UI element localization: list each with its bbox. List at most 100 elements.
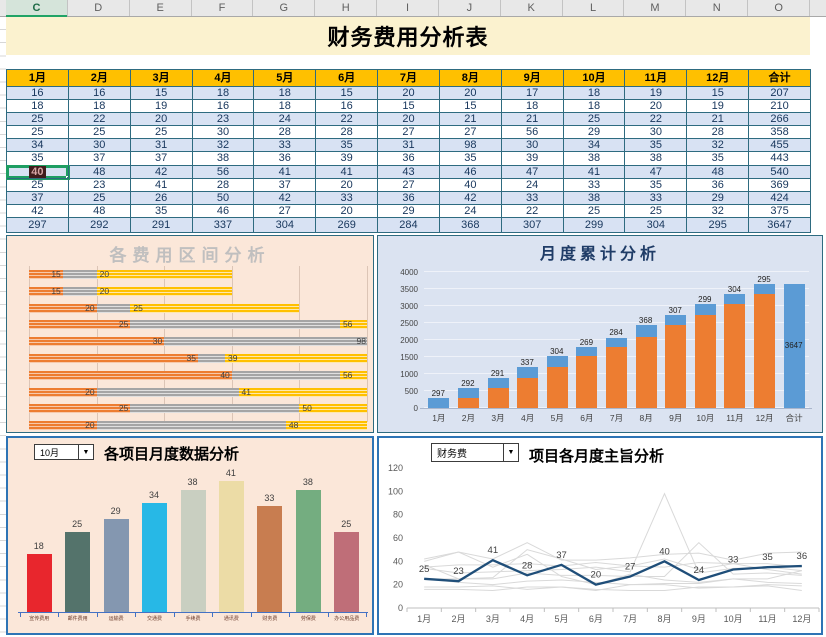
- value-segment[interactable]: [665, 314, 687, 325]
- table-cell[interactable]: 34: [563, 139, 626, 153]
- grand-total-bar[interactable]: [783, 284, 805, 408]
- table-cell[interactable]: 33: [563, 178, 626, 192]
- total-cell[interactable]: 304: [625, 217, 688, 233]
- category-bar[interactable]: [26, 554, 52, 612]
- min-segment[interactable]: [29, 286, 63, 296]
- table-cell[interactable]: 18: [68, 100, 131, 114]
- value-segment[interactable]: [546, 356, 568, 367]
- min-segment[interactable]: [29, 320, 131, 330]
- table-cell[interactable]: 20: [130, 113, 193, 127]
- total-cell[interactable]: 3647: [749, 217, 811, 233]
- table-cell[interactable]: 20: [625, 100, 688, 114]
- table-cell[interactable]: 15: [439, 100, 502, 114]
- range-segment[interactable]: [130, 320, 340, 330]
- month-header-cell[interactable]: 11月: [625, 70, 688, 87]
- table-cell[interactable]: 18: [254, 100, 317, 114]
- beyond-segment[interactable]: [96, 270, 232, 279]
- interval-bar[interactable]: 35 39: [29, 350, 367, 367]
- table-cell[interactable]: 20: [316, 178, 379, 192]
- column-header-E[interactable]: E: [129, 0, 192, 16]
- interval-bar[interactable]: 25 56: [29, 316, 367, 333]
- table-cell[interactable]: 18: [254, 87, 317, 101]
- cumulative-bar[interactable]: [546, 356, 568, 408]
- table-cell[interactable]: 21: [501, 113, 564, 127]
- table-cell[interactable]: 36: [254, 152, 317, 166]
- table-cell[interactable]: 37: [7, 191, 69, 205]
- table-cell[interactable]: 31: [378, 139, 440, 153]
- table-cell[interactable]: 30: [625, 126, 688, 140]
- value-segment[interactable]: [457, 387, 479, 398]
- table-cell[interactable]: 455: [749, 139, 811, 153]
- table-cell[interactable]: 27: [378, 126, 440, 140]
- value-segment[interactable]: [694, 304, 716, 315]
- project-selector-dropdown[interactable]: 财务费 ▼: [431, 443, 519, 462]
- base-segment[interactable]: [457, 397, 479, 408]
- table-cell[interactable]: 27: [439, 126, 502, 140]
- table-cell[interactable]: 32: [192, 139, 255, 153]
- column-header-L[interactable]: L: [562, 0, 625, 16]
- table-cell[interactable]: 47: [625, 165, 688, 179]
- table-cell[interactable]: 540: [749, 165, 811, 179]
- chart-project-trend-analysis[interactable]: 财务费 ▼ 项目各月度主旨分析 0 20 40 60 80 100 120 1月 2月 3月 4月 5…: [377, 436, 823, 635]
- total-cell[interactable]: 368: [439, 217, 502, 233]
- beyond-segment[interactable]: [285, 421, 367, 431]
- table-cell[interactable]: 24: [501, 178, 564, 192]
- interval-bar[interactable]: 30 98: [29, 333, 367, 350]
- table-cell[interactable]: 47: [501, 165, 564, 179]
- table-cell[interactable]: 56: [192, 165, 255, 179]
- total-cell[interactable]: 337: [192, 217, 255, 233]
- table-cell[interactable]: 31: [130, 139, 193, 153]
- table-cell[interactable]: 37: [254, 178, 317, 192]
- table-cell[interactable]: 19: [625, 87, 688, 101]
- table-cell[interactable]: 46: [439, 165, 502, 179]
- column-header-J[interactable]: J: [438, 0, 501, 16]
- table-cell[interactable]: 35: [439, 152, 502, 166]
- table-cell[interactable]: 27: [254, 204, 317, 218]
- table-cell[interactable]: 18: [7, 100, 69, 114]
- table-cell[interactable]: 25: [7, 126, 69, 140]
- table-cell[interactable]: 32: [687, 204, 750, 218]
- cumulative-bar[interactable]: [487, 378, 509, 408]
- interval-bar[interactable]: 20 25: [29, 300, 367, 317]
- category-bar[interactable]: [180, 490, 206, 612]
- month-header-cell[interactable]: 7月: [378, 70, 440, 87]
- total-cell[interactable]: 299: [563, 217, 626, 233]
- column-header-D[interactable]: D: [67, 0, 130, 16]
- chart-project-month-analysis[interactable]: 10月 ▼ 各项目月度数据分析 18 宣传费用 25 邮件费用 29 运输费 34 交通费 38…: [6, 436, 374, 635]
- table-cell[interactable]: 25: [563, 204, 626, 218]
- min-segment[interactable]: [29, 370, 232, 380]
- cumulative-bar[interactable]: [724, 294, 746, 408]
- cumulative-bar[interactable]: [517, 366, 539, 408]
- table-cell[interactable]: 19: [130, 100, 193, 114]
- table-cell[interactable]: 40: [7, 165, 69, 179]
- table-cell[interactable]: 41: [316, 165, 379, 179]
- table-cell[interactable]: 375: [749, 204, 811, 218]
- base-segment[interactable]: [487, 387, 509, 408]
- table-cell[interactable]: 25: [7, 178, 69, 192]
- table-cell[interactable]: 42: [439, 191, 502, 205]
- table-cell[interactable]: 38: [192, 152, 255, 166]
- table-cell[interactable]: 34: [7, 139, 69, 153]
- category-bar[interactable]: [103, 519, 129, 612]
- table-cell[interactable]: 15: [130, 87, 193, 101]
- table-cell[interactable]: 18: [563, 100, 626, 114]
- column-header-M[interactable]: M: [624, 0, 687, 16]
- total-cell[interactable]: 304: [254, 217, 317, 233]
- table-cell[interactable]: 20: [439, 87, 502, 101]
- table-cell[interactable]: 16: [7, 87, 69, 101]
- table-cell[interactable]: 16: [316, 100, 379, 114]
- month-header-cell[interactable]: 合计: [749, 70, 811, 87]
- value-segment[interactable]: [754, 284, 776, 295]
- table-cell[interactable]: 25: [563, 113, 626, 127]
- range-segment[interactable]: [198, 354, 226, 363]
- min-segment[interactable]: [29, 404, 131, 414]
- month-header-cell[interactable]: 1月: [7, 70, 69, 87]
- fill-handle[interactable]: [65, 175, 68, 178]
- table-cell[interactable]: 38: [563, 191, 626, 205]
- min-segment[interactable]: [29, 421, 97, 431]
- table-cell[interactable]: 28: [254, 126, 317, 140]
- table-cell[interactable]: 22: [316, 113, 379, 127]
- category-bar[interactable]: [218, 480, 244, 612]
- table-cell[interactable]: 16: [192, 100, 255, 114]
- table-cell[interactable]: 19: [687, 100, 750, 114]
